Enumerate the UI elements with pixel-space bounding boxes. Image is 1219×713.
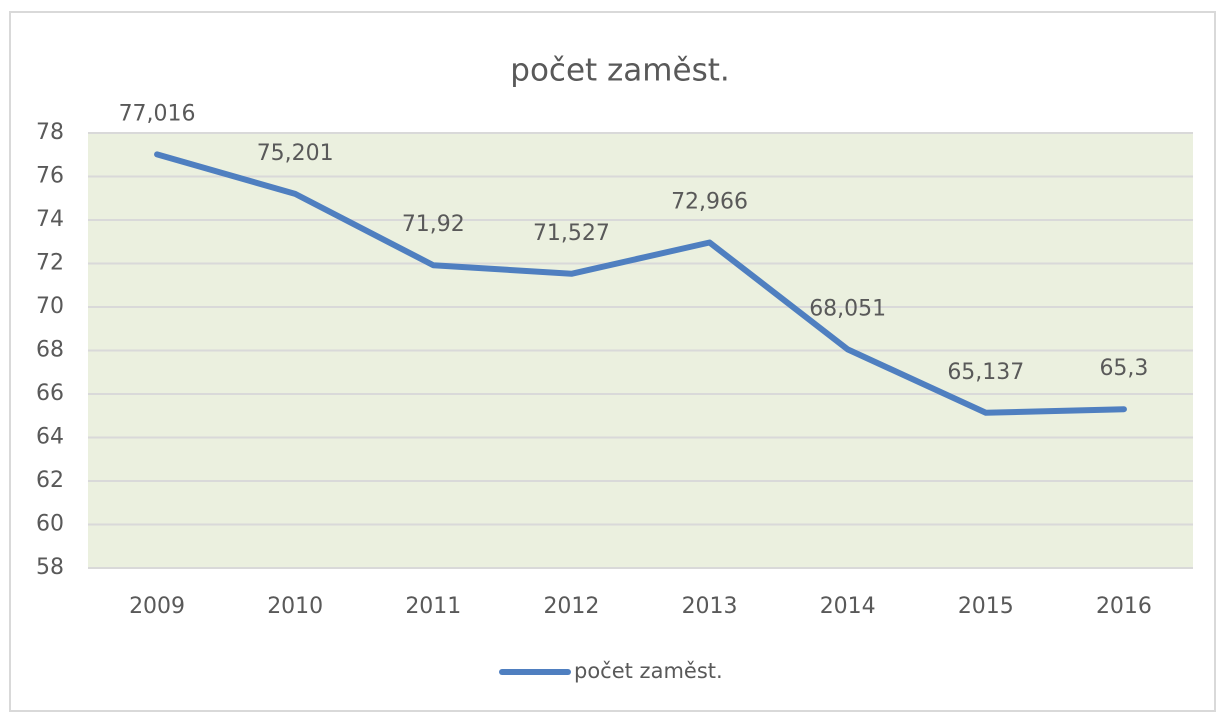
chart-title: počet zaměst. xyxy=(510,53,729,89)
y-tick-label: 78 xyxy=(36,120,64,145)
data-label: 65,3 xyxy=(1099,356,1148,381)
y-tick-label: 70 xyxy=(36,294,64,319)
y-tick-label: 64 xyxy=(36,425,64,450)
y-tick-label: 62 xyxy=(36,468,64,493)
data-label: 77,016 xyxy=(119,101,196,126)
x-tick-label: 2010 xyxy=(267,594,323,619)
y-tick-label: 74 xyxy=(36,207,64,232)
x-tick-label: 2016 xyxy=(1096,594,1152,619)
data-label: 72,966 xyxy=(671,189,748,214)
x-tick-label: 2011 xyxy=(405,594,461,619)
legend-label: počet zaměst. xyxy=(574,659,723,683)
x-tick-label: 2015 xyxy=(958,594,1014,619)
x-tick-label: 2009 xyxy=(129,594,185,619)
y-tick-label: 58 xyxy=(36,555,64,580)
y-tick-label: 72 xyxy=(36,251,64,276)
y-tick-label: 66 xyxy=(36,381,64,406)
y-tick-label: 68 xyxy=(36,338,64,363)
data-label: 75,201 xyxy=(257,141,334,166)
data-label: 65,137 xyxy=(947,360,1024,385)
data-label: 71,92 xyxy=(402,212,465,237)
data-line xyxy=(154,151,1127,416)
y-tick-label: 76 xyxy=(36,164,64,189)
x-tick-label: 2012 xyxy=(543,594,599,619)
y-tick-label: 60 xyxy=(36,512,64,537)
x-tick-label: 2014 xyxy=(820,594,876,619)
data-label: 71,527 xyxy=(533,221,610,246)
data-label: 68,051 xyxy=(809,296,886,321)
x-tick-label: 2013 xyxy=(682,594,738,619)
